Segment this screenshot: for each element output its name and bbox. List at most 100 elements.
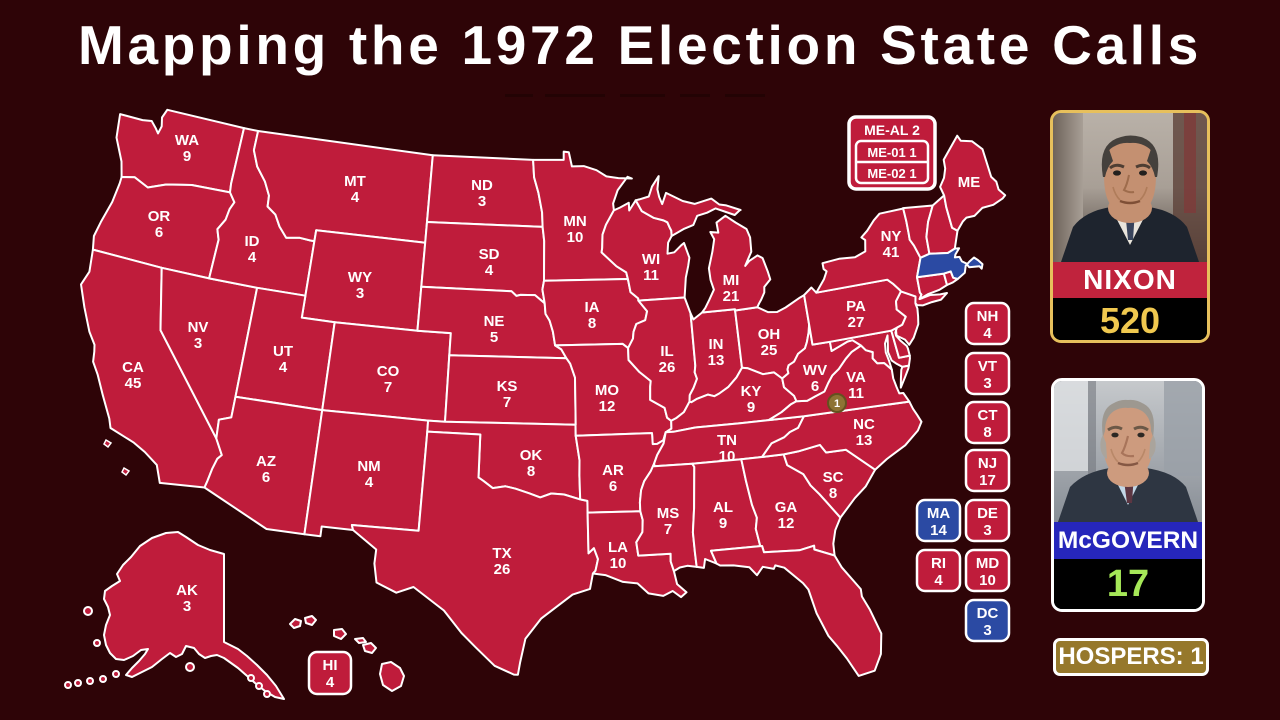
svg-text:3: 3 [183,598,191,615]
svg-text:NH: NH [977,308,999,325]
svg-text:CT: CT [978,407,998,424]
svg-text:10: 10 [610,555,627,572]
svg-text:GA: GA [775,499,798,516]
svg-text:PA: PA [846,298,866,315]
svg-text:6: 6 [262,469,270,486]
svg-text:4: 4 [365,474,374,491]
svg-text:ID: ID [245,233,260,250]
svg-text:SC: SC [823,469,844,486]
svg-text:41: 41 [883,244,900,261]
svg-text:MI: MI [723,272,740,289]
svg-text:13: 13 [708,352,725,369]
svg-text:8: 8 [527,463,535,480]
svg-text:IA: IA [585,299,600,316]
svg-text:4: 4 [248,249,257,266]
svg-text:9: 9 [183,148,191,165]
svg-text:RI: RI [931,555,946,572]
svg-text:3: 3 [983,622,991,639]
svg-text:3: 3 [194,335,202,352]
svg-text:4: 4 [326,674,335,691]
svg-text:9: 9 [719,515,727,532]
svg-text:26: 26 [659,359,676,376]
svg-text:10: 10 [979,572,996,589]
svg-text:4: 4 [279,359,288,376]
svg-text:5: 5 [490,329,498,346]
svg-text:8: 8 [588,315,596,332]
svg-text:IN: IN [709,336,724,353]
svg-text:TX: TX [492,545,511,562]
svg-text:WV: WV [803,362,827,379]
svg-text:DE: DE [977,505,998,522]
svg-text:KY: KY [741,383,762,400]
svg-text:AL: AL [713,499,733,516]
svg-text:4: 4 [485,262,494,279]
svg-text:MD: MD [976,555,999,572]
svg-text:CA: CA [122,359,144,376]
svg-text:OK: OK [520,447,543,464]
svg-text:ME-AL 2: ME-AL 2 [864,122,920,138]
svg-text:1: 1 [834,398,840,410]
svg-text:MA: MA [927,505,950,522]
svg-text:12: 12 [599,398,616,415]
svg-text:11: 11 [848,385,864,402]
svg-text:3: 3 [983,375,991,392]
svg-text:KS: KS [497,378,518,395]
svg-text:DC: DC [977,605,999,622]
svg-text:8: 8 [983,424,991,441]
svg-text:4: 4 [983,325,992,342]
svg-text:4: 4 [934,572,943,589]
svg-text:6: 6 [811,378,819,395]
svg-text:WA: WA [175,132,199,149]
svg-text:ME: ME [958,174,981,191]
svg-text:6: 6 [609,478,617,495]
svg-text:ME-01 1: ME-01 1 [867,145,916,160]
svg-text:25: 25 [761,342,778,359]
svg-text:AZ: AZ [256,453,276,470]
svg-text:VT: VT [978,358,997,375]
svg-text:6: 6 [155,224,163,241]
svg-text:AK: AK [176,582,198,599]
svg-text:3: 3 [356,285,364,302]
svg-text:45: 45 [125,375,142,392]
svg-text:ND: ND [471,177,493,194]
svg-text:3: 3 [478,193,486,210]
svg-text:NC: NC [853,416,875,433]
svg-text:13: 13 [856,432,873,449]
svg-text:14: 14 [930,522,947,539]
svg-text:NJ: NJ [978,455,997,472]
svg-text:UT: UT [273,343,293,360]
svg-text:WI: WI [642,251,660,268]
svg-text:17: 17 [979,472,996,489]
svg-text:OR: OR [148,208,171,225]
svg-text:NE: NE [484,313,505,330]
svg-text:27: 27 [848,314,865,331]
svg-text:11: 11 [643,267,659,284]
svg-text:OH: OH [758,326,781,343]
svg-text:HI: HI [323,657,338,674]
svg-text:4: 4 [351,189,360,206]
svg-text:AR: AR [602,462,624,479]
svg-text:MT: MT [344,173,366,190]
svg-text:7: 7 [384,379,392,396]
svg-text:LA: LA [608,539,628,556]
svg-text:NM: NM [357,458,380,475]
svg-text:21: 21 [723,288,740,305]
svg-text:9: 9 [747,399,755,416]
svg-text:8: 8 [829,485,837,502]
svg-text:NV: NV [188,319,209,336]
svg-text:WY: WY [348,269,372,286]
svg-text:10: 10 [719,448,736,465]
svg-text:26: 26 [494,561,511,578]
svg-text:3: 3 [983,522,991,539]
svg-text:IL: IL [660,343,673,360]
svg-text:SD: SD [479,246,500,263]
svg-text:12: 12 [778,515,795,532]
svg-text:7: 7 [503,394,511,411]
svg-text:7: 7 [664,521,672,538]
svg-text:MS: MS [657,505,680,522]
svg-text:TN: TN [717,432,737,449]
svg-text:10: 10 [567,229,584,246]
svg-text:MN: MN [563,213,586,230]
svg-text:NY: NY [881,228,902,245]
svg-text:VA: VA [846,369,866,386]
